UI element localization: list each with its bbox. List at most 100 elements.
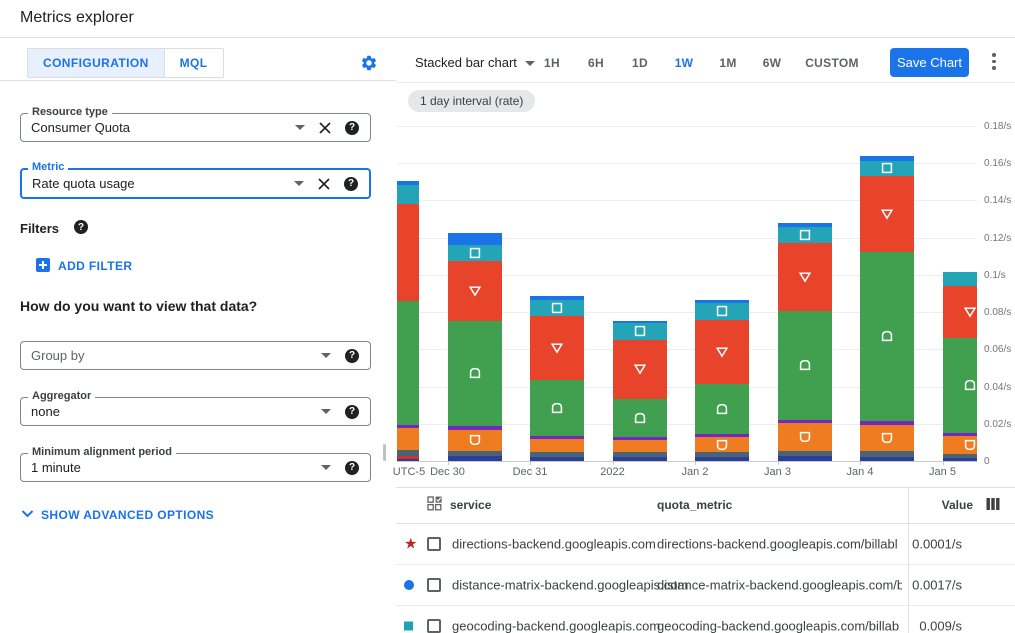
table-row[interactable]: geocoding-backend.googleapis.com geocodin… — [396, 605, 1015, 633]
series-blue-segment[interactable] — [612, 321, 667, 324]
help-icon[interactable]: ? — [344, 176, 358, 191]
series-red-segment[interactable] — [777, 243, 832, 311]
series-red-segment[interactable] — [530, 316, 584, 380]
resource-type-select[interactable]: Consumer Quota ? — [20, 113, 371, 142]
series-green-segment[interactable] — [447, 320, 502, 427]
series-green-segment[interactable] — [612, 399, 667, 437]
series-slate-segment[interactable] — [530, 452, 584, 458]
save-chart-button[interactable]: Save Chart — [890, 48, 969, 77]
series-green-segment[interactable] — [530, 379, 584, 436]
help-icon[interactable]: ? — [345, 404, 359, 419]
series-slate-segment[interactable] — [860, 451, 914, 458]
series-red-segment[interactable] — [447, 261, 502, 321]
series-slate-segment[interactable] — [447, 450, 502, 456]
group-by-select[interactable]: Group by ? — [20, 341, 371, 370]
series-red-segment[interactable] — [612, 339, 667, 400]
column-header-quota-metric[interactable]: quota_metric — [657, 498, 733, 512]
series-orange-segment[interactable] — [397, 428, 419, 451]
series-navy-segment[interactable] — [860, 457, 914, 461]
time-range-6h[interactable]: 6H — [588, 55, 604, 70]
series-navy-segment[interactable] — [612, 457, 667, 461]
chevron-down-icon[interactable] — [295, 125, 305, 130]
time-range-1d[interactable]: 1D — [632, 55, 648, 70]
series-purple-segment[interactable] — [695, 434, 749, 438]
time-range-custom[interactable]: CUSTOM — [805, 55, 859, 70]
series-navy-segment[interactable] — [530, 457, 584, 461]
time-range-6w[interactable]: 6W — [762, 55, 782, 70]
series-green-segment[interactable] — [397, 301, 419, 425]
series-teal-segment[interactable] — [530, 299, 584, 317]
series-purple-segment[interactable] — [860, 420, 914, 425]
chart-type-dropdown[interactable]: Stacked bar chart — [415, 55, 535, 70]
series-teal-segment[interactable] — [397, 184, 419, 204]
series-navy-segment[interactable] — [777, 456, 832, 461]
series-orange-segment[interactable] — [530, 439, 584, 453]
tab-configuration[interactable]: CONFIGURATION — [28, 49, 164, 77]
series-slate-segment[interactable] — [777, 451, 832, 457]
row-checkbox[interactable] — [427, 536, 441, 551]
help-icon[interactable]: ? — [345, 460, 359, 475]
series-blue-segment[interactable] — [777, 222, 832, 227]
series-red-segment[interactable] — [860, 175, 914, 252]
help-icon[interactable]: ? — [345, 348, 359, 363]
series-orange-segment[interactable] — [777, 422, 832, 452]
series-green-segment[interactable] — [860, 251, 914, 421]
series-teal-segment[interactable] — [612, 323, 667, 340]
clear-icon[interactable] — [318, 177, 330, 190]
series-green-segment[interactable] — [695, 383, 749, 435]
metric-select[interactable]: Rate quota usage ? — [20, 168, 371, 199]
series-blue-segment[interactable] — [860, 155, 914, 161]
show-advanced-options-button[interactable]: SHOW ADVANCED OPTIONS — [41, 508, 215, 522]
series-orange-segment[interactable] — [860, 424, 914, 452]
series-blue-segment[interactable] — [695, 299, 749, 304]
column-header-service[interactable]: service — [450, 498, 492, 512]
help-icon[interactable]: ? — [74, 220, 88, 234]
help-icon[interactable]: ? — [345, 120, 359, 135]
time-range-1w[interactable]: 1W — [674, 55, 694, 70]
gear-icon[interactable] — [360, 54, 378, 72]
series-blue-segment[interactable] — [447, 232, 502, 245]
series-purple-segment[interactable] — [447, 426, 502, 430]
series-purple-segment[interactable] — [397, 424, 419, 429]
series-teal-segment[interactable] — [447, 244, 502, 262]
series-purple-segment[interactable] — [777, 419, 832, 423]
row-checkbox[interactable] — [427, 618, 441, 633]
series-orange-segment[interactable] — [612, 439, 667, 453]
series-navy-segment[interactable] — [447, 455, 502, 461]
chevron-down-icon[interactable] — [321, 465, 331, 470]
table-row[interactable]: distance-matrix-backend.googleapis.com di… — [396, 564, 1015, 605]
series-blue-segment[interactable] — [397, 180, 419, 185]
row-checkbox[interactable] — [427, 577, 441, 592]
chevron-down-icon[interactable] — [321, 409, 331, 414]
series-slate-segment[interactable] — [612, 452, 667, 458]
more-options-icon[interactable] — [989, 53, 999, 70]
series-slate-segment[interactable] — [942, 454, 977, 458]
series-green-segment[interactable] — [777, 310, 832, 420]
series-green-segment[interactable] — [942, 337, 977, 433]
series-purple-segment[interactable] — [612, 436, 667, 440]
series-purple-segment[interactable] — [530, 435, 584, 440]
series-navy-segment[interactable] — [695, 457, 749, 461]
scrollbar-thumb[interactable] — [383, 444, 386, 461]
series-slate-segment[interactable] — [695, 452, 749, 458]
table-row[interactable]: ★ directions-backend.googleapis.com direct… — [396, 523, 1015, 564]
series-orange-segment[interactable] — [695, 437, 749, 453]
series-red-sliver-segment[interactable] — [397, 456, 419, 459]
column-settings-icon[interactable] — [986, 497, 1000, 511]
series-teal-segment[interactable] — [695, 303, 749, 320]
series-teal-segment[interactable] — [860, 161, 914, 176]
add-filter-plus-icon[interactable] — [36, 258, 50, 272]
clear-icon[interactable] — [319, 121, 331, 134]
series-red-segment[interactable] — [942, 286, 977, 338]
series-navy-segment[interactable] — [397, 458, 419, 461]
series-teal-segment[interactable] — [942, 271, 977, 287]
series-red-segment[interactable] — [397, 203, 419, 302]
chevron-down-icon[interactable] — [294, 181, 304, 186]
chevron-down-icon[interactable] — [321, 353, 331, 358]
column-header-value[interactable]: Value — [941, 498, 973, 512]
aggregator-select[interactable]: none ? — [20, 397, 371, 426]
series-teal-segment[interactable] — [777, 226, 832, 244]
time-range-1m[interactable]: 1M — [719, 55, 737, 70]
tab-mql[interactable]: MQL — [163, 49, 223, 77]
series-blue-segment[interactable] — [530, 296, 584, 300]
